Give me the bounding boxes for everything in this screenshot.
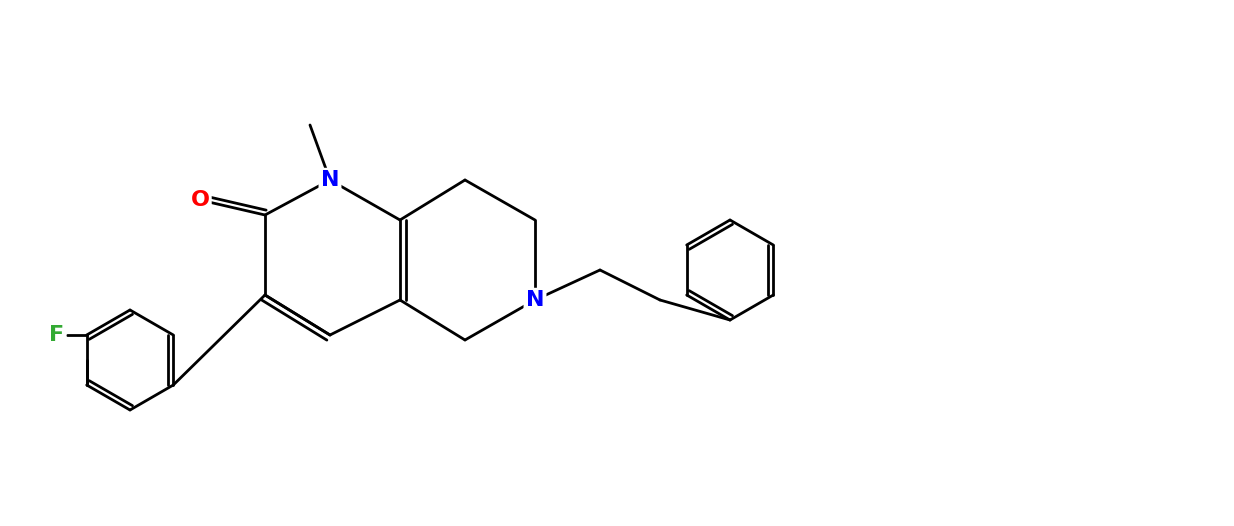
Text: N: N: [526, 290, 544, 310]
Text: O: O: [190, 190, 210, 210]
Text: F: F: [49, 325, 64, 345]
Text: N: N: [321, 170, 339, 190]
